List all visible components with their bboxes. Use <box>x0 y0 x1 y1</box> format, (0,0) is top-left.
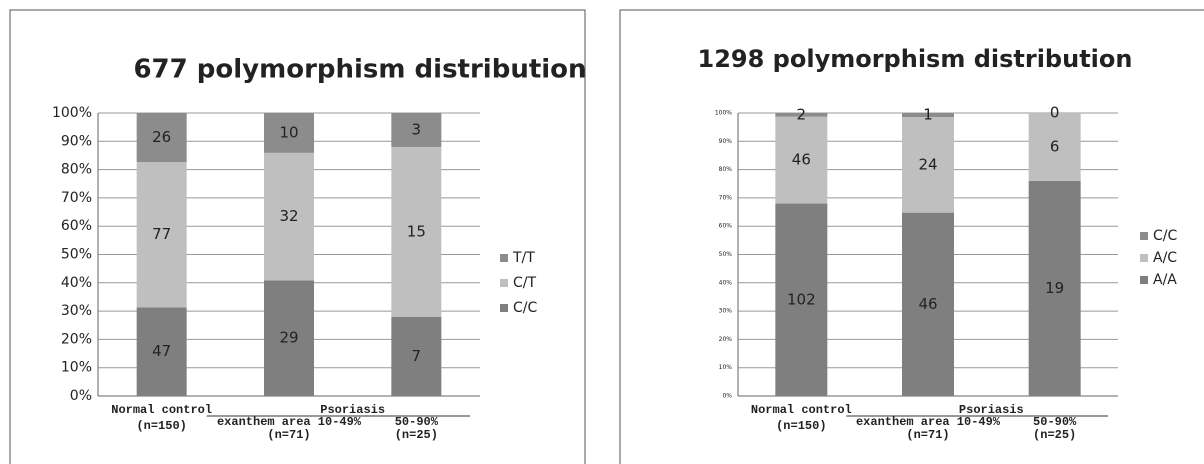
bar-segment <box>136 162 187 308</box>
x-tick-label: (n=25) <box>1033 428 1076 442</box>
chart-frame <box>9 9 586 464</box>
x-tick-label: 50-90% <box>395 415 439 429</box>
data-label: 46 <box>918 295 937 313</box>
bar-segment <box>264 152 314 281</box>
y-tick-label: 20% <box>719 336 733 343</box>
data-label: 6 <box>1050 137 1060 155</box>
y-tick-label: 60% <box>719 223 733 230</box>
legend-swatch <box>1140 232 1148 240</box>
legend-label: A/C <box>1153 250 1177 266</box>
y-tick-label: 60% <box>61 218 92 234</box>
y-tick-label: 70% <box>719 194 733 201</box>
y-tick-label: 0% <box>70 388 92 404</box>
y-tick-label: 80% <box>719 166 733 173</box>
bar-segment <box>391 113 442 147</box>
bar-segment <box>136 113 187 163</box>
legend-label: C/C <box>1153 228 1177 244</box>
legend-swatch <box>1140 254 1148 262</box>
x-tick-label: Normal control <box>111 403 212 417</box>
data-label: 19 <box>1045 279 1064 297</box>
data-label: 26 <box>152 128 171 146</box>
y-tick-label: 20% <box>61 331 92 347</box>
legend-swatch <box>500 254 508 262</box>
legend-swatch <box>500 304 508 312</box>
y-tick-label: 100% <box>52 105 92 121</box>
bar-segment <box>136 307 187 396</box>
bar-segment <box>775 113 828 117</box>
data-label: 29 <box>279 329 298 347</box>
data-label: 77 <box>152 225 171 243</box>
y-tick-label: 30% <box>61 303 92 319</box>
bar-segment <box>775 203 828 396</box>
group-label: Psoriasis <box>959 403 1024 417</box>
x-tick-label: exanthem area 10-49% <box>856 415 1001 429</box>
y-tick-label: 100% <box>715 110 732 117</box>
data-label: 2 <box>797 105 807 123</box>
y-tick-label: 50% <box>719 251 733 258</box>
bar-segment <box>902 212 954 396</box>
data-label: 10 <box>279 123 298 141</box>
x-tick-label: (n=71) <box>906 428 949 442</box>
data-label: 7 <box>412 347 422 365</box>
y-tick-label: 30% <box>719 308 733 315</box>
bar-segment <box>775 116 828 204</box>
x-tick-label: (n=150) <box>776 419 826 433</box>
x-tick-label: (n=71) <box>267 428 310 442</box>
bar-segment <box>391 316 442 396</box>
data-label: 0 <box>1050 104 1060 122</box>
legend-label: C/C <box>513 300 537 316</box>
legend-label: A/A <box>1153 272 1177 288</box>
data-label: 32 <box>279 207 298 225</box>
y-tick-label: 80% <box>61 162 92 178</box>
y-tick-label: 0% <box>722 393 732 400</box>
legend-swatch <box>1140 276 1148 284</box>
x-tick-label: exanthem area 10-49% <box>217 415 362 429</box>
x-tick-label: Normal control <box>751 403 852 417</box>
bar-segment <box>391 146 442 317</box>
bar-segment <box>1028 180 1081 396</box>
data-label: 102 <box>787 290 816 308</box>
y-tick-label: 10% <box>61 360 92 376</box>
y-tick-label: 90% <box>719 138 733 145</box>
chart-frame <box>619 9 1204 464</box>
bar-segment <box>264 113 314 153</box>
chart-title: 677 polymorphism distribution <box>133 55 586 85</box>
legend-label: C/T <box>513 275 536 291</box>
bar-segment <box>264 280 314 396</box>
x-tick-label: 50-90% <box>1033 415 1077 429</box>
x-tick-label: (n=150) <box>136 419 186 433</box>
x-tick-label: (n=25) <box>395 428 438 442</box>
group-label: Psoriasis <box>320 403 385 417</box>
data-label: 15 <box>407 222 426 240</box>
y-tick-label: 10% <box>719 364 733 371</box>
y-tick-label: 40% <box>61 275 92 291</box>
bar-segment <box>1028 113 1081 181</box>
data-label: 1 <box>923 105 933 123</box>
legend-label: T/T <box>512 250 535 266</box>
y-tick-label: 40% <box>719 279 733 286</box>
y-tick-label: 90% <box>61 133 92 149</box>
y-tick-label: 70% <box>61 190 92 206</box>
legend-swatch <box>500 279 508 287</box>
y-tick-label: 50% <box>61 247 92 263</box>
data-label: 3 <box>412 120 422 138</box>
data-label: 47 <box>152 342 171 360</box>
chart-title: 1298 polymorphism distribution <box>698 45 1133 73</box>
data-label: 24 <box>918 155 937 173</box>
bar-segment <box>902 116 954 213</box>
data-label: 46 <box>792 151 811 169</box>
bar-segment <box>902 113 954 117</box>
